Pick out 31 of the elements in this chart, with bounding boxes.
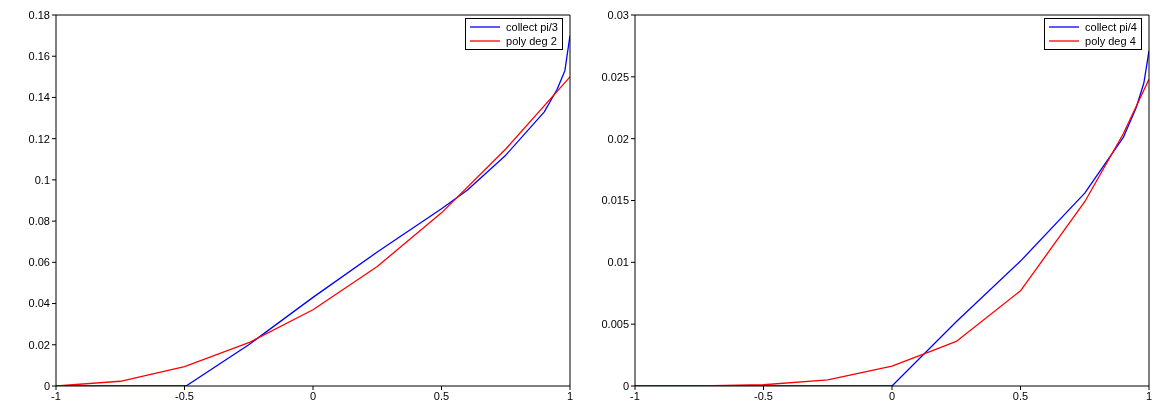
y-tick-label: 0.06 xyxy=(28,256,50,269)
y-tick-label: 0.015 xyxy=(601,194,629,207)
y-tick-label: 0.03 xyxy=(607,8,629,21)
x-tick-label: 1 xyxy=(1145,389,1153,402)
x-tick-label: 0.5 xyxy=(1012,389,1029,402)
legend-label: poly deg 2 xyxy=(506,34,557,48)
y-tick-label: 0.04 xyxy=(28,297,50,310)
y-tick-label: 0.1 xyxy=(34,173,50,186)
x-tick-label: 1 xyxy=(566,389,574,402)
legend-label: collect pi/3 xyxy=(506,20,558,34)
legend-label: poly deg 4 xyxy=(1085,34,1136,48)
x-tick-label: 0 xyxy=(309,389,317,402)
x-tick-label: 0.5 xyxy=(433,389,450,402)
y-tick-label: 0.14 xyxy=(28,91,50,104)
y-tick-label: 0.005 xyxy=(601,318,629,331)
y-tick-label: 0 xyxy=(43,379,50,392)
y-tick-label: 0.01 xyxy=(607,256,629,269)
x-tick-label: -0.5 xyxy=(754,389,773,402)
x-tick-label: 0 xyxy=(888,389,896,402)
y-tick-label: 0.025 xyxy=(601,70,629,83)
legend-label: collect pi/4 xyxy=(1085,20,1137,34)
y-tick-label: 0.02 xyxy=(607,132,629,145)
y-tick-label: 0.08 xyxy=(28,215,50,228)
y-tick-label: 0.12 xyxy=(28,132,50,145)
y-tick-label: 0.18 xyxy=(28,8,50,21)
x-tick-label: -1 xyxy=(630,389,640,402)
x-tick-label: -0.5 xyxy=(175,389,194,402)
y-tick-label: 0.16 xyxy=(28,50,50,63)
y-tick-label: 0.02 xyxy=(28,338,50,351)
y-tick-label: 0 xyxy=(622,379,629,392)
x-tick-label: -1 xyxy=(51,389,61,402)
